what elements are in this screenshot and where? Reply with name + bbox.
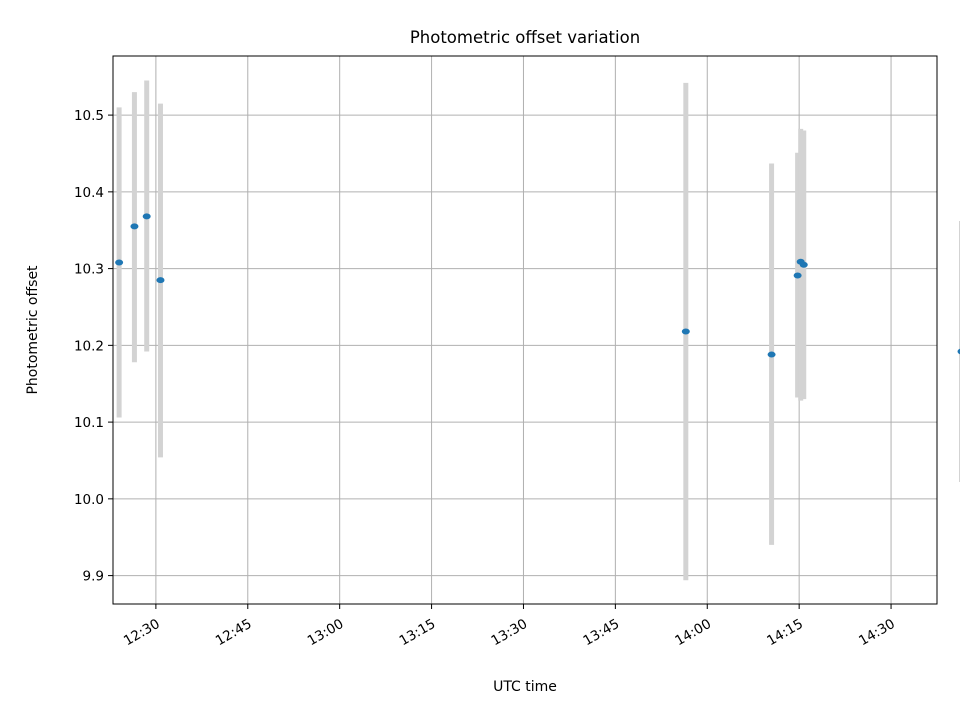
grid (113, 56, 937, 604)
data-point (130, 223, 139, 230)
y-tick-label: 10.3 (74, 262, 104, 278)
x-axis-ticks: 12:30 12:45 13:00 13:15 13:30 13:45 14:00 14:15… (121, 604, 898, 649)
data-point (115, 259, 124, 266)
y-tick-label: 10.2 (74, 338, 104, 354)
data-point (681, 328, 690, 335)
chart-title: Photometric offset variation (410, 28, 640, 47)
y-axis-ticks: 9.9 10.0 10.1 10.2 10.3 10.4 10.5 (74, 108, 113, 585)
x-tick-label: 13:30 (489, 616, 531, 649)
x-tick-label: 14:00 (672, 616, 714, 649)
x-tick-label: 14:30 (856, 616, 898, 649)
error-bars (116, 80, 960, 581)
y-tick-label: 10.0 (74, 492, 104, 508)
x-tick-label: 12:30 (121, 616, 163, 649)
data-point (799, 261, 808, 268)
data-point (793, 272, 802, 279)
data-point (767, 351, 776, 358)
y-axis-label: Photometric offset (25, 265, 41, 395)
data-points (115, 213, 960, 358)
data-point (156, 277, 165, 284)
plot-frame (112, 55, 938, 605)
x-tick-label: 13:15 (397, 616, 439, 649)
data-point (957, 348, 960, 355)
x-tick-label: 12:45 (213, 616, 255, 649)
y-tick-label: 10.1 (74, 415, 104, 431)
y-tick-label: 9.9 (83, 569, 104, 585)
y-tick-label: 10.5 (74, 108, 104, 124)
x-tick-label: 14:15 (764, 616, 806, 649)
x-tick-label: 13:45 (580, 616, 622, 649)
x-axis-label: UTC time (493, 679, 557, 695)
x-tick-label: 13:00 (305, 616, 347, 649)
data-point (142, 213, 151, 220)
y-tick-label: 10.4 (74, 185, 104, 201)
